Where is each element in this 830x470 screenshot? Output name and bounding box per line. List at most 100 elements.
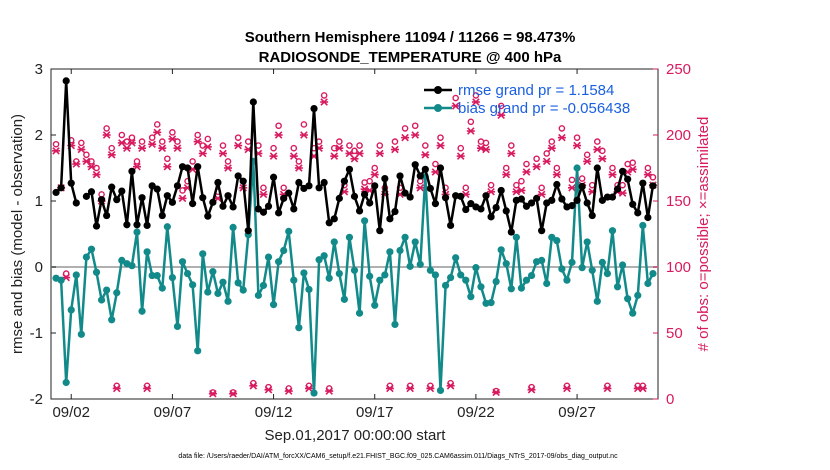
bias-point [194,347,202,355]
y-tick-label: 2 [35,127,43,144]
rmse-point [133,221,141,229]
bias-point [639,221,647,230]
bias-point [598,258,606,266]
bias-point [340,295,348,303]
bias-point [128,262,136,270]
obs-possible-marker [164,155,171,163]
obs-assimilated-marker [608,170,617,179]
obs-possible-marker [548,138,556,145]
obs-possible-marker [103,125,110,132]
bias-point [325,274,333,282]
obs-assimilated-marker [284,387,293,395]
bias-point [396,246,404,255]
bias-point [305,285,313,294]
bias-point [563,276,571,284]
obs-possible-marker [487,181,495,189]
bias-point [431,271,440,279]
obs-possible-marker [538,184,545,192]
obs-assimilated-marker [294,164,303,172]
obs-assimilated-marker [411,131,420,139]
obs-assimilated-marker [289,152,298,160]
obs-possible-marker [128,134,136,141]
bias-point [457,271,465,279]
obs-assimilated-marker [456,152,465,160]
rmse-point [204,212,212,220]
obs-assimilated-marker [552,170,561,179]
obs-assimilated-marker [497,111,506,119]
obs-possible-marker [366,177,373,185]
obs-possible-marker [356,142,363,149]
obs-possible-marker [93,164,100,172]
y2-tick-label: 150 [666,193,691,210]
rmse-point [113,196,121,204]
rmse-point [381,174,389,183]
bias-point [295,324,303,332]
obs-possible-marker [573,134,581,141]
obs-assimilated-marker [72,160,81,168]
obs-assimilated-marker [583,157,592,166]
rmse-point [209,198,217,206]
obs-possible-marker [492,387,500,395]
y2-tick-label: 0 [666,391,674,408]
bias-point [254,291,262,299]
bias-point [345,233,354,241]
obs-possible-marker [118,131,126,139]
obs-possible-marker [371,164,379,172]
obs-possible-marker [457,144,465,152]
rmse-point [269,173,278,181]
rmse-point [264,202,273,210]
obs-possible-marker [482,139,490,147]
rmse-point [259,208,268,216]
bias-point [553,237,561,245]
obs-possible-marker [88,158,95,165]
y-tick-label: 0 [35,259,43,276]
bias-point [462,276,470,284]
bias-point [320,252,328,260]
obs-possible-marker [472,92,480,99]
bias-point [269,301,278,309]
bias-point [608,227,617,235]
obs-possible-marker [204,135,212,143]
obs-possible-marker [513,181,520,189]
rmse-point [497,186,505,195]
obs-assimilated-marker [482,145,491,154]
rmse-point [624,175,632,183]
rmse-point [350,192,359,200]
bias-point [355,309,364,317]
rmse-point [593,164,601,172]
obs-possible-marker [644,164,652,172]
obs-possible-marker [462,184,470,192]
plot-area [50,68,659,400]
bias-point [113,289,121,297]
bias-point [72,271,80,279]
obs-assimilated-marker [229,389,238,398]
bias-point [97,296,106,304]
obs-assimilated-marker [143,384,152,393]
rmse-point [224,192,232,200]
bias-point [57,276,65,284]
rmse-point [406,193,414,201]
obs-assimilated-marker [224,164,233,172]
rmse-point [67,179,75,187]
rmse-point [386,215,394,223]
bias-point [173,322,182,330]
bias-point [108,316,116,324]
rmse-point [411,161,419,169]
bias-point [593,297,601,305]
bias-point [219,278,227,286]
bias-point [209,268,217,276]
bias-point [391,320,399,329]
obs-possible-marker [558,125,566,132]
obs-assimilated-marker [173,144,182,152]
bias-point [543,279,551,288]
rmse-point [527,199,536,207]
rmse-point [588,211,596,220]
bias-point [82,253,91,261]
bias-point [512,233,520,241]
obs-assimilated-marker [547,144,556,152]
obs-possible-marker [148,134,156,141]
bias-point [644,279,652,288]
obs-assimilated-marker [638,384,647,393]
obs-possible-marker [533,155,540,163]
bias-point [229,223,237,231]
